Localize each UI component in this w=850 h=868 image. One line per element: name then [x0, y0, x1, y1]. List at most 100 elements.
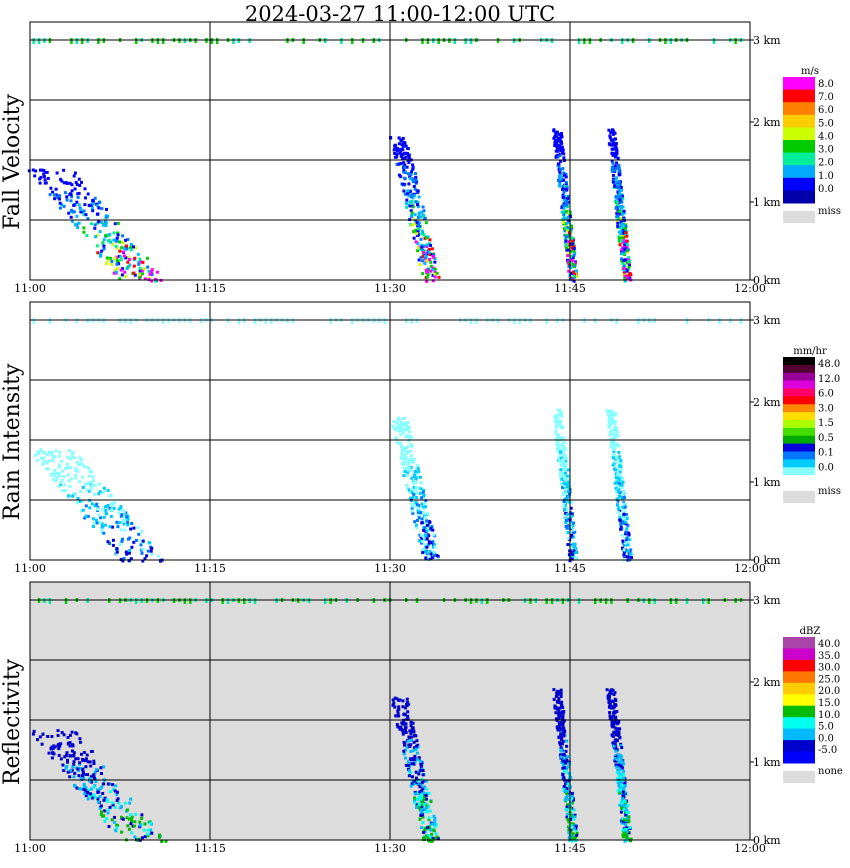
- echo-cell: [44, 181, 48, 185]
- echo-cell: [616, 507, 620, 511]
- echo-cell: [112, 506, 116, 510]
- echo-cell: [103, 819, 107, 823]
- echo-cell: [564, 172, 568, 176]
- echo-cell: [98, 251, 102, 255]
- echo-cell: [569, 250, 573, 253]
- echo-cell: [418, 785, 422, 789]
- plot-frame: [29, 301, 751, 561]
- echo-cell: [406, 473, 410, 477]
- echo-cell: [611, 410, 615, 414]
- echo-cell: [623, 543, 627, 547]
- echo-cell: [610, 440, 614, 444]
- echo-cell: [74, 468, 78, 472]
- echo-cell: [399, 725, 403, 729]
- echo-cell: [575, 269, 578, 273]
- echo-cell: [93, 770, 97, 774]
- echo-cell: [475, 318, 478, 324]
- echo-cell: [434, 832, 438, 836]
- echo-cell: [55, 171, 59, 175]
- echo-cell: [395, 425, 399, 429]
- echo-cell: [625, 536, 629, 540]
- echo-cell: [614, 460, 618, 464]
- echo-cell: [160, 840, 164, 843]
- echo-cell: [619, 185, 623, 189]
- echo-cell: [93, 796, 97, 800]
- echo-cell: [150, 273, 154, 276]
- legend-label: 0.0: [818, 184, 834, 195]
- echo-cell: [555, 419, 559, 423]
- echo-cell: [93, 226, 97, 230]
- echo-cell: [121, 519, 125, 523]
- echo-cell: [106, 799, 110, 803]
- echo-cell: [402, 457, 406, 461]
- echo-cell: [567, 486, 571, 490]
- echo-cell: [62, 769, 66, 772]
- echo-cell: [42, 459, 46, 463]
- echo-cell: [620, 222, 624, 226]
- echo-cell: [69, 477, 73, 481]
- echo-cell: [415, 221, 419, 225]
- echo-cell: [46, 735, 50, 738]
- echo-cell: [81, 485, 85, 489]
- echo-cell: [121, 559, 125, 563]
- echo-cell: [67, 494, 71, 498]
- echo-cell: [102, 798, 106, 802]
- echo-cell: [566, 782, 570, 786]
- echo-cell: [618, 461, 622, 464]
- echo-cell: [569, 823, 573, 827]
- echo-cell: [608, 421, 612, 425]
- echo-cell: [408, 176, 412, 180]
- echo-cell: [556, 448, 560, 452]
- echo-cell: [86, 790, 90, 794]
- echo-cell: [31, 168, 35, 172]
- echo-cell: [87, 482, 91, 485]
- echo-cell: [138, 275, 142, 279]
- echo-cell: [554, 417, 558, 421]
- echo-cell: [404, 713, 407, 717]
- echo-cell: [612, 130, 616, 134]
- echo-cell: [611, 419, 615, 423]
- echo-layer: [32, 318, 743, 563]
- echo-cell: [45, 461, 49, 465]
- legend-miss-swatch: [783, 771, 815, 783]
- echo-cell: [58, 197, 61, 201]
- echo-cell: [627, 265, 631, 269]
- echo-cell: [81, 38, 84, 44]
- echo-cell: [404, 748, 407, 752]
- echo-cell: [625, 239, 629, 243]
- echo-cell: [139, 260, 143, 264]
- echo-cell: [564, 199, 568, 203]
- echo-cell: [567, 240, 570, 244]
- echo-cell: [618, 180, 621, 184]
- echo-cell: [149, 821, 153, 825]
- echo-cell: [101, 792, 105, 795]
- echo-cell: [425, 236, 428, 240]
- echo-cell: [437, 38, 440, 44]
- echo-cell: [628, 826, 632, 829]
- echo-cell: [102, 244, 106, 248]
- echo-cell: [564, 447, 567, 451]
- echo-cell: [607, 415, 611, 418]
- echo-cell: [134, 246, 138, 250]
- echo-cell: [130, 831, 134, 835]
- echo-cell: [402, 161, 406, 165]
- echo-cell: [407, 156, 411, 160]
- echo-cell: [424, 515, 427, 519]
- echo-cell: [563, 237, 567, 241]
- echo-cell: [52, 471, 56, 475]
- legend-unit: mm/hr: [793, 346, 827, 357]
- echo-cell: [112, 231, 116, 235]
- echo-cell: [608, 714, 612, 718]
- echo-cell: [564, 462, 568, 466]
- echo-cell: [558, 172, 562, 176]
- echo-cell: [420, 539, 424, 543]
- echo-cell: [562, 764, 565, 768]
- echo-cell: [139, 539, 143, 543]
- echo-cell: [609, 138, 613, 142]
- echo-cell: [567, 499, 571, 503]
- echo-cell: [114, 270, 118, 274]
- echo-cell: [570, 552, 574, 556]
- echo-cell: [427, 543, 431, 547]
- echo-cell: [79, 740, 82, 744]
